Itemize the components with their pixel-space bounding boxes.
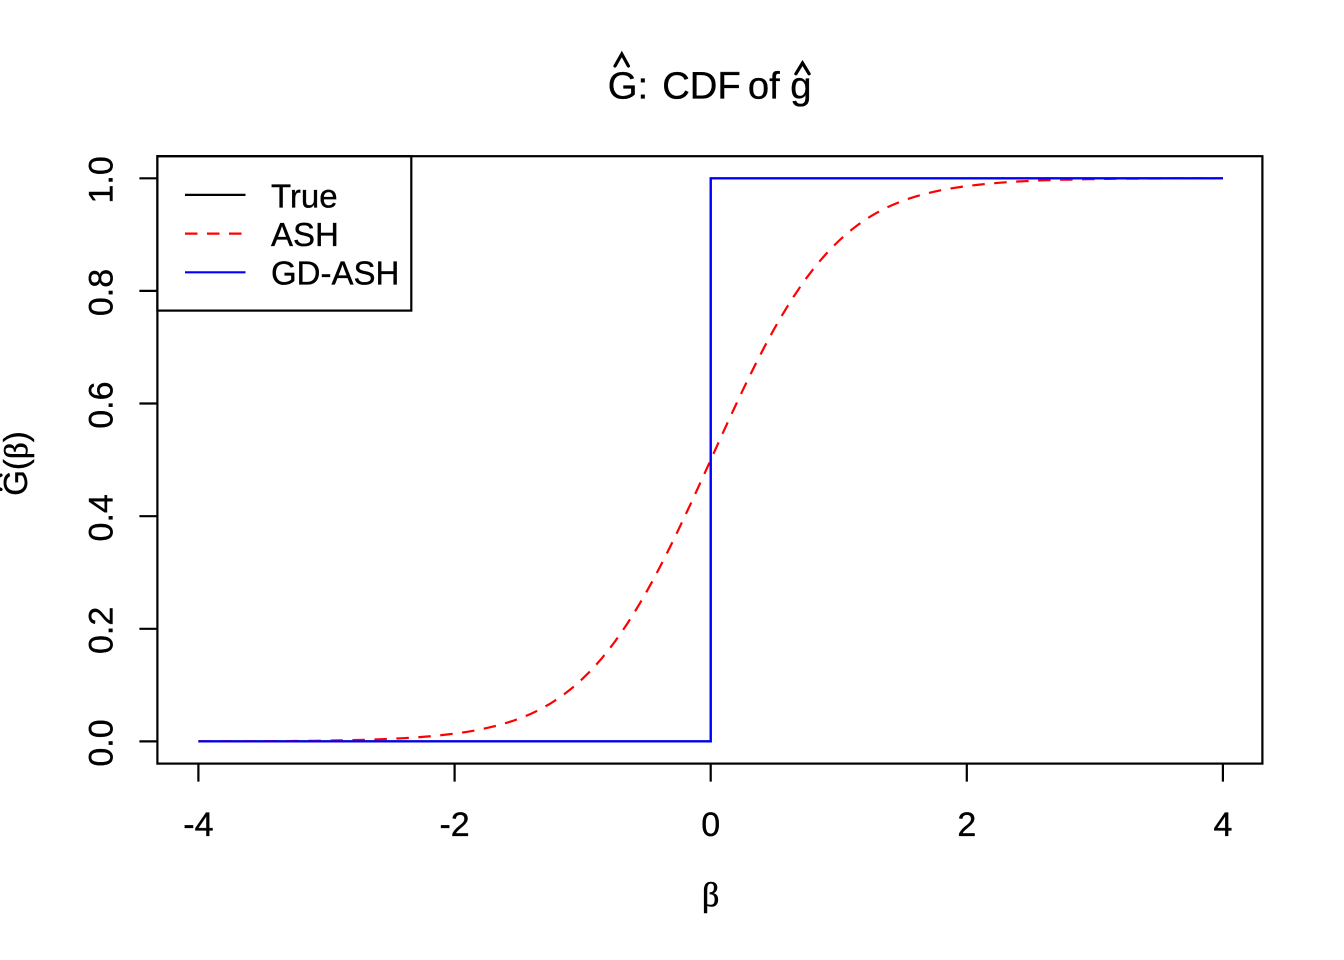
- svg-text:0.0: 0.0: [83, 719, 121, 766]
- svg-text:GD-ASH: GD-ASH: [271, 255, 399, 292]
- svg-text:2: 2: [957, 806, 976, 844]
- svg-text:β: β: [702, 877, 719, 914]
- svg-text:0.8: 0.8: [83, 269, 121, 316]
- svg-text:G(β): G(β): [0, 431, 35, 495]
- svg-text:-2: -2: [439, 806, 469, 844]
- svg-text:-4: -4: [183, 806, 213, 844]
- svg-text:0.6: 0.6: [83, 381, 121, 428]
- svg-text:0.4: 0.4: [83, 494, 121, 541]
- svg-text:0.2: 0.2: [83, 607, 121, 654]
- svg-text:True: True: [271, 178, 338, 215]
- svg-text:0: 0: [701, 806, 720, 844]
- svg-text:ASH: ASH: [271, 216, 339, 253]
- svg-text:1.0: 1.0: [83, 156, 121, 203]
- svg-text:G: CDF of g: G: CDF of g: [608, 65, 812, 108]
- svg-text:4: 4: [1213, 806, 1232, 844]
